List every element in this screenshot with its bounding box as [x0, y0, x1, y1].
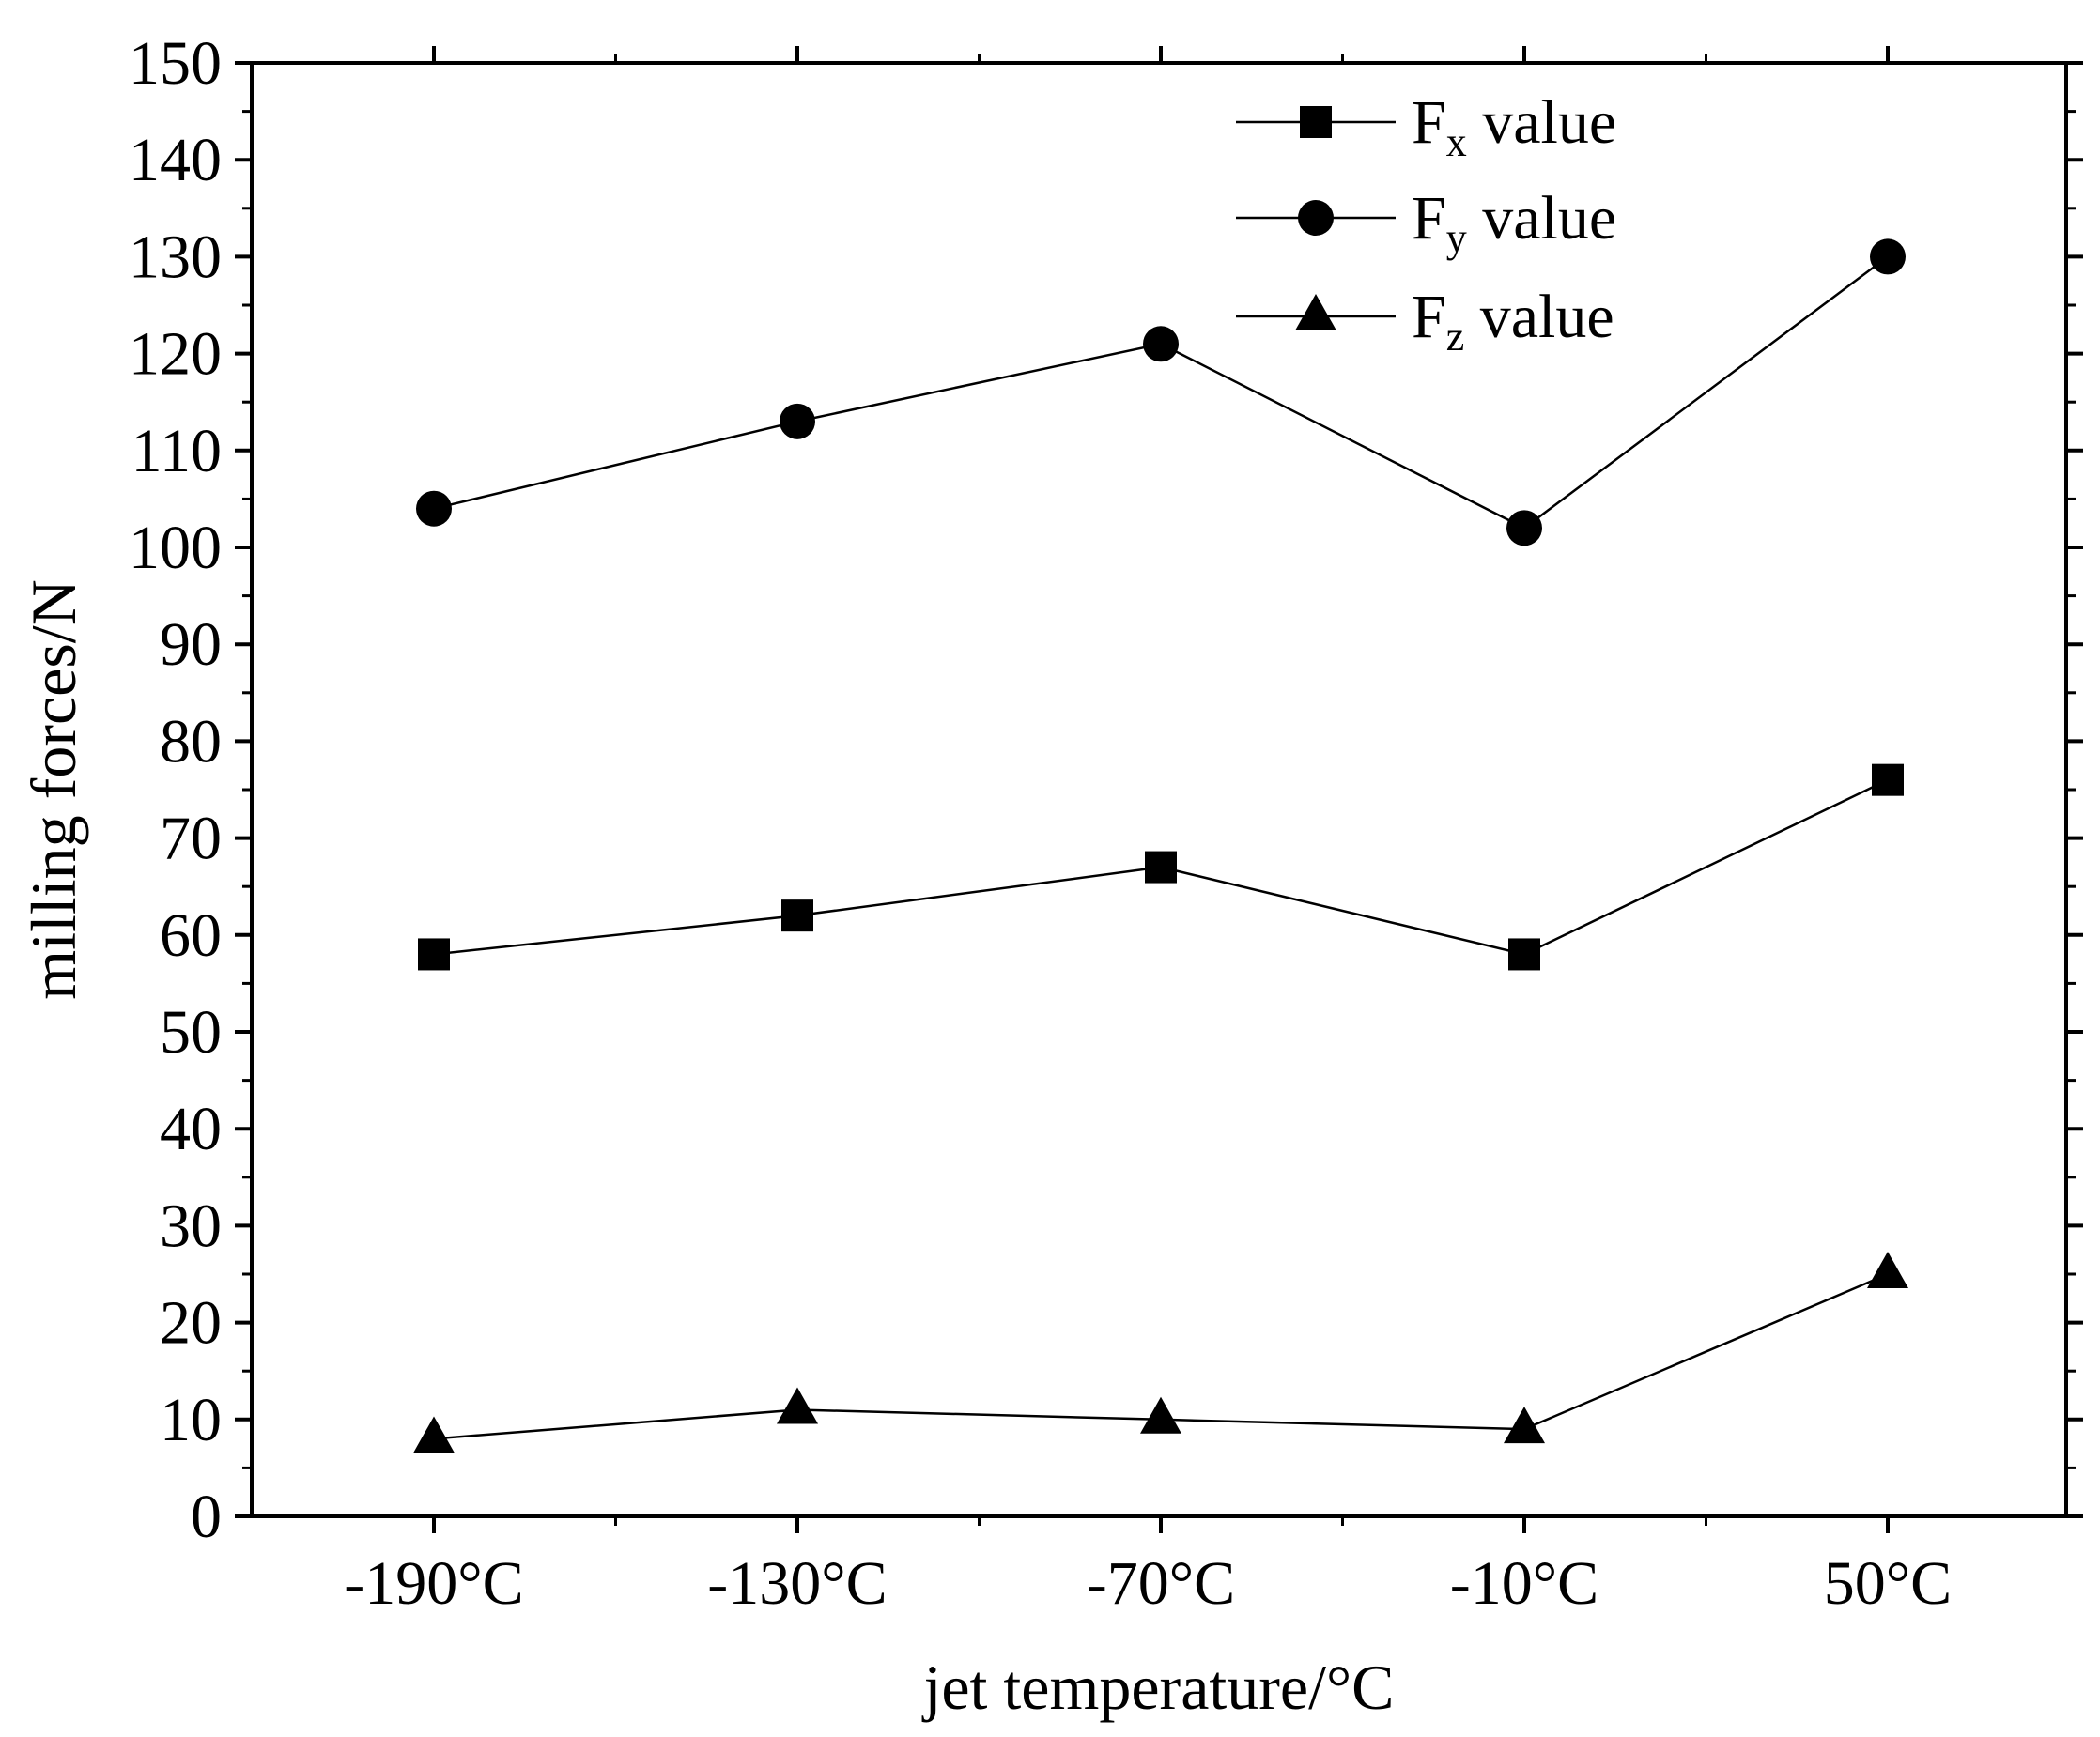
y-tick-label: 150 [129, 29, 222, 98]
legend-marker-triangle [1295, 294, 1336, 330]
data-point-fx [1508, 938, 1540, 971]
y-tick-label: 70 [160, 805, 222, 873]
data-point-fy [780, 403, 815, 439]
series-markers [413, 238, 1908, 1453]
y-tick-label: 140 [129, 126, 222, 194]
y-tick-label: 130 [129, 223, 222, 291]
y-tick-label: 50 [160, 998, 222, 1067]
data-point-fz [1867, 1252, 1908, 1288]
legend-item-fy: Fy value [1236, 184, 1616, 261]
y-tick-label: 80 [160, 707, 222, 776]
data-point-fy [1870, 238, 1906, 275]
legend: Fx value Fy value Fz value [1236, 88, 1616, 360]
x-tick-label: -10°C [1450, 1549, 1598, 1618]
x-tick-labels: -190°C -130°C -70°C -10°C 50°C [344, 1549, 1952, 1618]
legend-marker-circle [1298, 200, 1334, 236]
y-tick-label: 100 [129, 514, 222, 582]
y-tick-label: 30 [160, 1191, 222, 1260]
y-tick-labels: 0 10 20 30 40 50 60 70 80 90 100 110 120 130 140 150 [129, 29, 222, 1551]
data-point-fx [418, 938, 450, 971]
data-point-fx [781, 899, 813, 932]
plot-frame [250, 61, 2068, 1518]
y-tick-label: 110 [131, 417, 222, 485]
legend-item-fx: Fx value [1236, 88, 1616, 165]
y-axis-title: milling forces/N [18, 579, 89, 1000]
legend-label: Fy value [1412, 184, 1616, 261]
x-tick-label: -190°C [344, 1549, 523, 1618]
y-tick-label: 90 [160, 610, 222, 679]
data-point-fx [1872, 763, 1904, 796]
y-tick-label: 40 [160, 1095, 222, 1163]
data-point-fz [1504, 1407, 1545, 1444]
legend-item-fz: Fz value [1236, 283, 1614, 360]
data-point-fx [1145, 851, 1177, 884]
x-axis-title: jet temperature/°C [921, 1652, 1394, 1723]
y-tick-label: 120 [129, 320, 222, 389]
data-point-fz [413, 1416, 455, 1453]
legend-label: Fx value [1412, 88, 1616, 165]
data-point-fz [777, 1387, 818, 1424]
x-tick-label: -70°C [1087, 1549, 1235, 1618]
data-point-fz [1140, 1396, 1181, 1434]
y-tick-label: 20 [160, 1289, 222, 1358]
x-tick-label: -130°C [707, 1549, 887, 1618]
y-tick-label: 60 [160, 901, 222, 970]
major-ticks [235, 46, 2083, 1533]
data-point-fy [1506, 510, 1542, 546]
data-point-fy [1143, 326, 1179, 362]
y-tick-label: 0 [191, 1483, 222, 1551]
x-tick-label: 50°C [1824, 1549, 1952, 1618]
y-tick-label: 10 [160, 1386, 222, 1454]
legend-marker-square [1300, 106, 1332, 138]
legend-label: Fz value [1412, 283, 1614, 360]
data-point-fy [416, 490, 452, 527]
